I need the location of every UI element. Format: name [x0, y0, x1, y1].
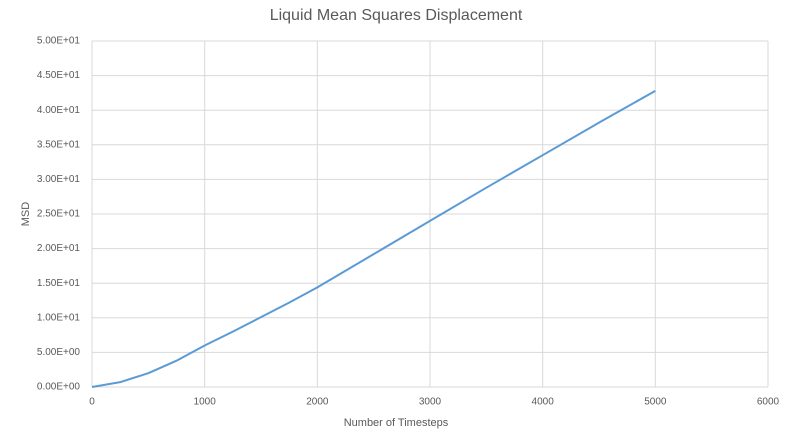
y-tick-label: 5.00E+01	[37, 36, 81, 47]
x-axis-label: Number of Timesteps	[344, 417, 449, 429]
x-tick-label: 6000	[757, 397, 780, 408]
y-tick-label: 2.50E+01	[37, 209, 81, 220]
y-tick-label: 3.00E+01	[37, 174, 81, 185]
x-tick-label: 2000	[306, 397, 329, 408]
y-tick-label: 3.50E+01	[37, 139, 81, 150]
y-tick-label: 4.00E+01	[37, 105, 81, 116]
y-tick-label: 2.00E+01	[37, 243, 81, 254]
data-line	[91, 89, 656, 388]
x-tick-label: 3000	[419, 397, 442, 408]
y-tick-label: 0.00E+00	[37, 382, 81, 393]
chart-title: Liquid Mean Squares Displacement	[270, 7, 523, 24]
y-axis-label: MSD	[20, 202, 32, 227]
y-tick-label: 4.50E+01	[37, 70, 81, 81]
x-tick-label: 5000	[644, 397, 667, 408]
y-tick-label: 1.50E+01	[37, 278, 81, 289]
x-tick-label: 1000	[194, 397, 217, 408]
x-tick-label: 0	[89, 397, 95, 408]
y-tick-label: 1.00E+01	[37, 312, 81, 323]
y-tick-label: 5.00E+00	[37, 347, 81, 358]
x-tick-label: 4000	[532, 397, 555, 408]
